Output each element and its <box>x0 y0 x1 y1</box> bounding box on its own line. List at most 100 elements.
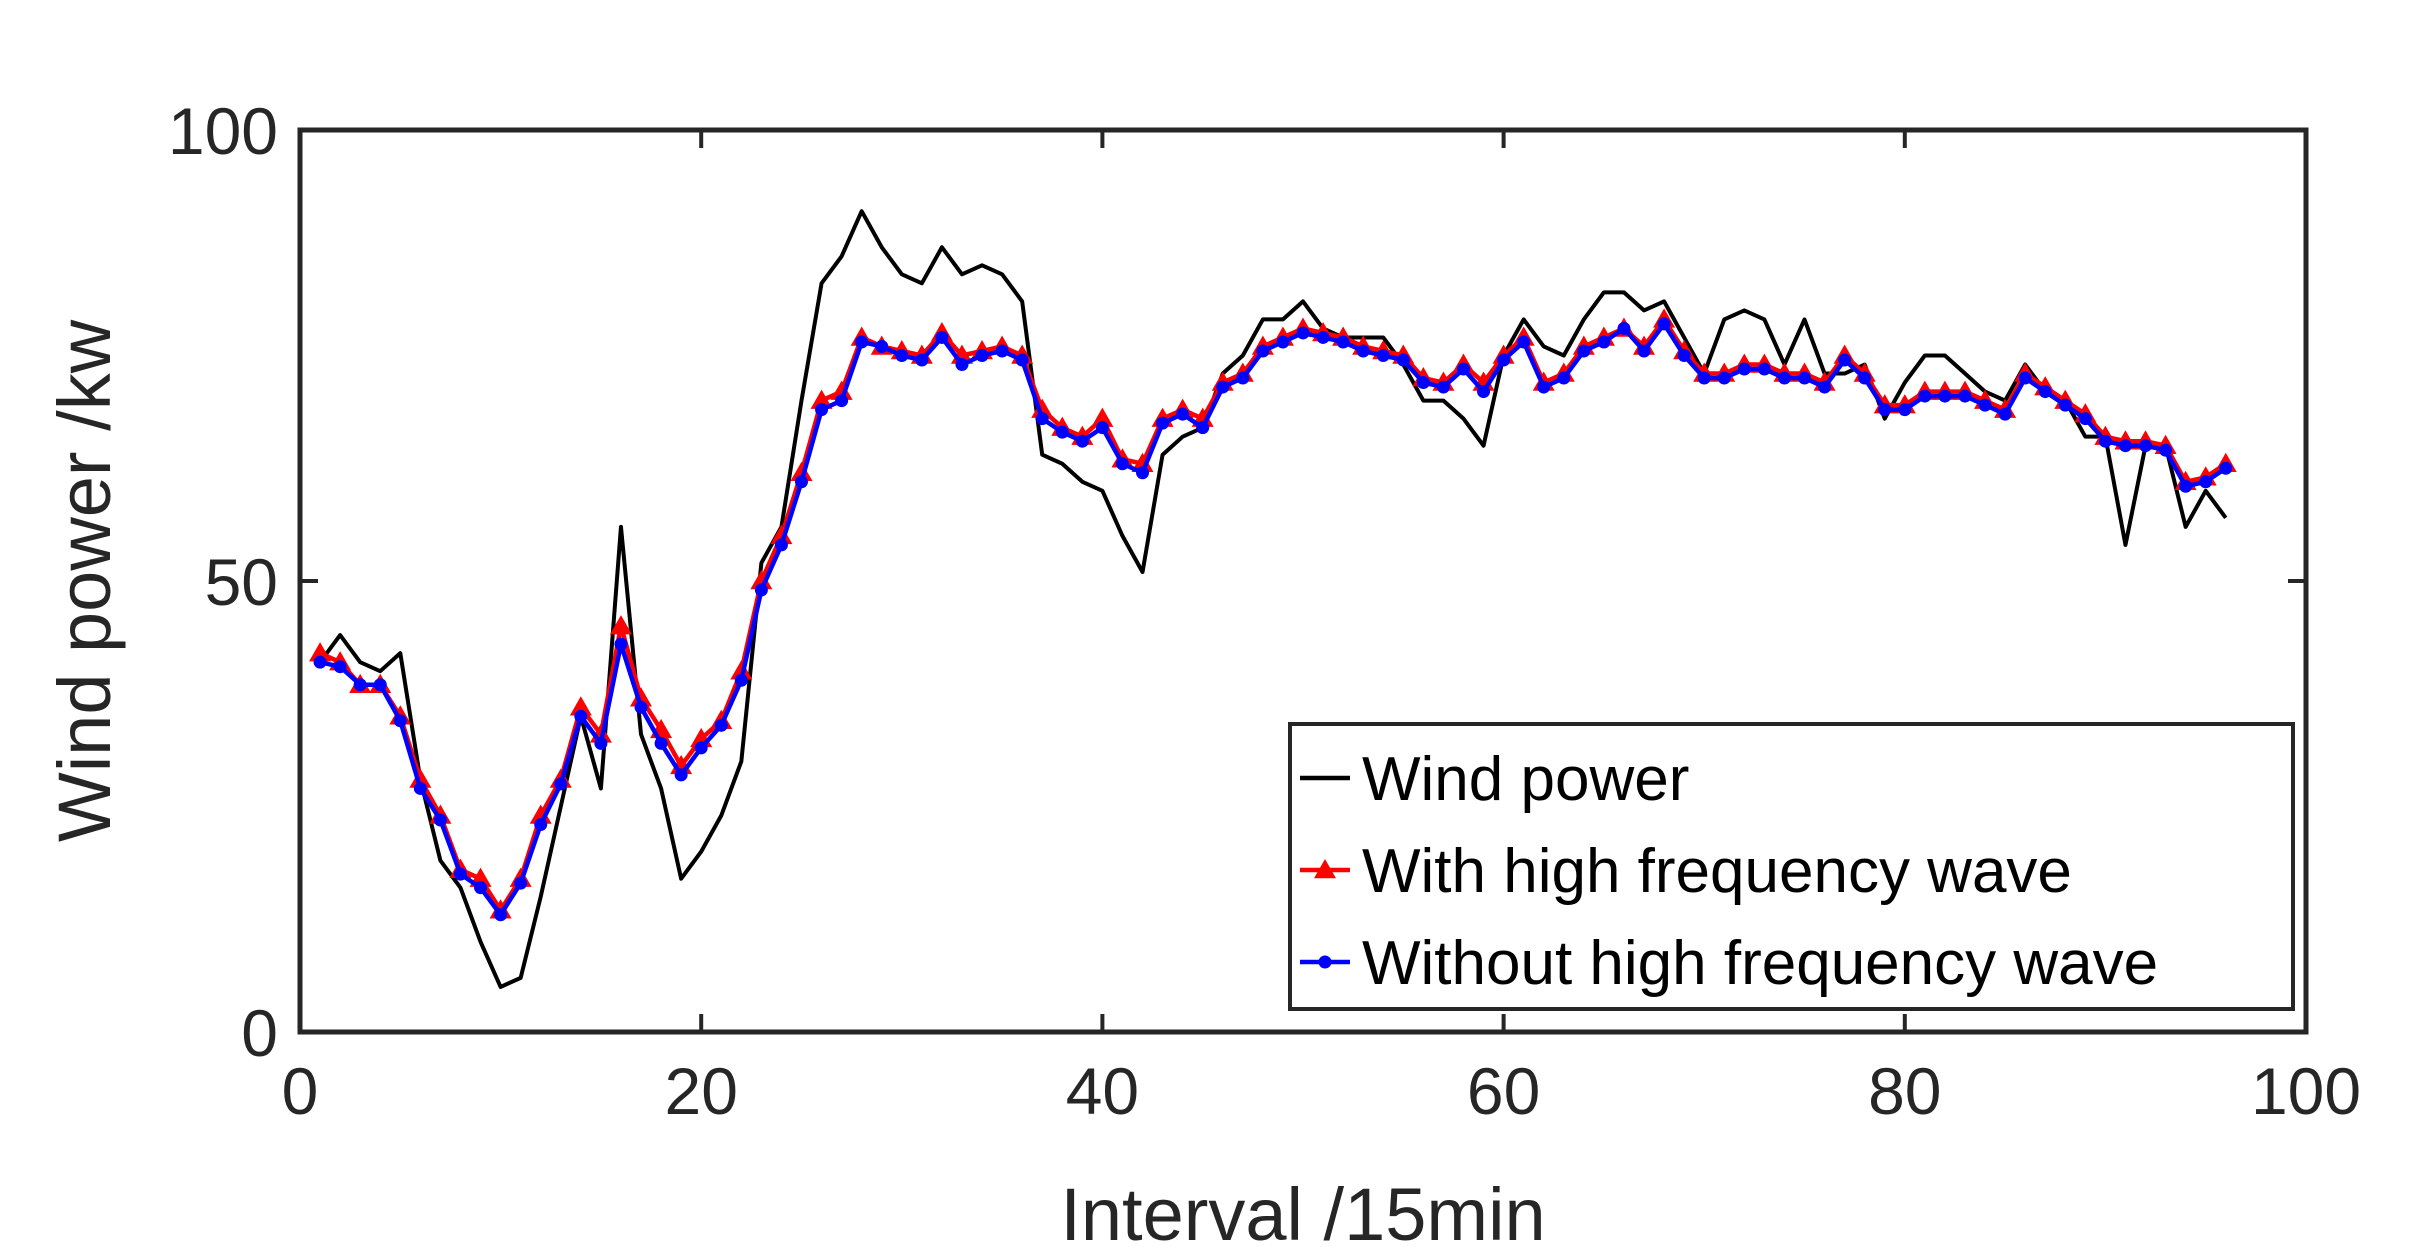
series-2-point-75 <box>1818 380 1832 394</box>
series-2-point-35 <box>1015 353 1029 367</box>
series-2-point-89 <box>2098 434 2112 448</box>
x-tick-label-2: 40 <box>1066 1054 1139 1128</box>
legend-items: Wind power With high frequency wave Withou… <box>1300 745 2158 998</box>
series-2-point-13 <box>574 709 588 723</box>
series-1-point-21 <box>730 660 753 680</box>
series-2 <box>313 317 2233 922</box>
legend: Wind power With high frequency wave Withou… <box>1288 722 2295 1011</box>
series-2-point-34 <box>995 344 1009 358</box>
x-tick-label-1: 20 <box>664 1054 737 1128</box>
series-2-point-37 <box>1055 425 1069 439</box>
y-tick-label-1: 50 <box>205 545 278 619</box>
series-2-point-6 <box>433 813 447 827</box>
series-1-point-23 <box>770 524 793 545</box>
series-1-point-41 <box>1131 452 1154 472</box>
series-2-point-47 <box>1256 344 1270 358</box>
series-2-point-22 <box>754 583 768 597</box>
series-1-point-11 <box>529 804 552 824</box>
series-2-point-42 <box>1156 416 1170 430</box>
ticks-layer: 0 20 40 60 80 100 0 50 100 <box>168 94 2361 1128</box>
series-2-point-52 <box>1356 344 1370 358</box>
series-2-point-0 <box>313 655 327 669</box>
series-2-point-46 <box>1236 371 1250 385</box>
y-axis-label: Wind power /kw <box>43 319 126 842</box>
series-2-point-71 <box>1737 362 1751 376</box>
legend-label-0: Wind power <box>1362 745 1689 814</box>
y-tick-label-2: 100 <box>168 94 278 168</box>
series-2-point-90 <box>2118 439 2132 453</box>
series-2-point-16 <box>634 700 648 714</box>
series-2-point-38 <box>1075 434 1089 448</box>
series-2-point-69 <box>1697 371 1711 385</box>
series-2-point-33 <box>975 349 989 362</box>
series-layer <box>309 209 2237 989</box>
x-tick-label-4: 80 <box>1868 1054 1941 1128</box>
series-2-point-4 <box>393 714 407 728</box>
series-2-point-28 <box>875 339 889 353</box>
series-2-point-79 <box>1898 403 1912 417</box>
x-tick-label-5: 100 <box>2251 1054 2361 1128</box>
series-2-point-15 <box>614 637 628 651</box>
legend-marker-2 <box>1318 955 1332 969</box>
legend-label-2: Without high frequency wave <box>1362 929 2158 998</box>
series-1-point-39 <box>1091 407 1114 427</box>
series-2-point-48 <box>1276 335 1290 349</box>
series-2-point-2 <box>353 678 367 692</box>
series-2-point-55 <box>1416 376 1430 390</box>
y-tick-label-0: 0 <box>241 996 278 1070</box>
series-2-point-59 <box>1497 353 1511 367</box>
series-2-point-14 <box>594 736 608 750</box>
x-tick-label-0: 0 <box>282 1054 319 1128</box>
series-2-point-61 <box>1537 380 1551 394</box>
series-1-point-24 <box>790 461 813 482</box>
x-tick-label-3: 60 <box>1467 1054 1540 1128</box>
series-2-point-56 <box>1436 380 1450 394</box>
series-1-point-16 <box>630 687 653 707</box>
series-2-point-20 <box>714 718 728 732</box>
series-2-point-11 <box>534 818 548 832</box>
series-2-point-81 <box>1938 389 1952 403</box>
series-2-point-50 <box>1316 330 1330 344</box>
series-2-point-83 <box>1978 398 1992 412</box>
series-2-point-7 <box>453 867 467 881</box>
series-2-point-36 <box>1035 412 1049 426</box>
series-2-point-8 <box>474 881 488 895</box>
series-1-point-13 <box>569 696 592 716</box>
series-2-point-66 <box>1637 344 1651 358</box>
series-2-point-77 <box>1858 371 1872 385</box>
series-2-point-21 <box>734 673 748 687</box>
series-2-point-82 <box>1958 389 1972 403</box>
series-2-point-62 <box>1557 371 1571 385</box>
series-1-point-25 <box>810 389 833 409</box>
series-2-point-25 <box>815 403 829 417</box>
series-1-point-0 <box>309 642 332 662</box>
series-2-point-23 <box>774 538 788 552</box>
series-2-point-70 <box>1717 371 1731 385</box>
series-2-point-26 <box>835 394 849 408</box>
series-2-point-80 <box>1918 389 1932 403</box>
series-2-point-30 <box>915 353 929 367</box>
series-2-point-92 <box>2159 443 2173 457</box>
series-2-point-5 <box>413 781 427 795</box>
series-2-point-53 <box>1376 349 1390 362</box>
series-2-point-51 <box>1336 335 1350 349</box>
series-2-point-76 <box>1838 353 1852 367</box>
series-1-point-15 <box>609 615 632 635</box>
series-2-point-73 <box>1777 371 1791 385</box>
series-2-point-31 <box>935 330 949 344</box>
series-2-point-64 <box>1597 335 1611 349</box>
series-2-point-45 <box>1216 380 1230 394</box>
series-2-point-65 <box>1617 321 1631 335</box>
series-2-point-94 <box>2199 475 2213 489</box>
series-2-point-19 <box>694 741 708 755</box>
series-2-point-67 <box>1657 317 1671 331</box>
series-2-point-60 <box>1517 335 1531 349</box>
series-2-point-78 <box>1878 403 1892 417</box>
series-1-point-36 <box>1031 398 1054 418</box>
series-2-point-18 <box>674 768 688 782</box>
series-2-point-84 <box>1998 407 2012 421</box>
series-2-point-72 <box>1757 362 1771 376</box>
series-2-point-58 <box>1477 385 1491 399</box>
series-2-point-40 <box>1115 457 1129 471</box>
